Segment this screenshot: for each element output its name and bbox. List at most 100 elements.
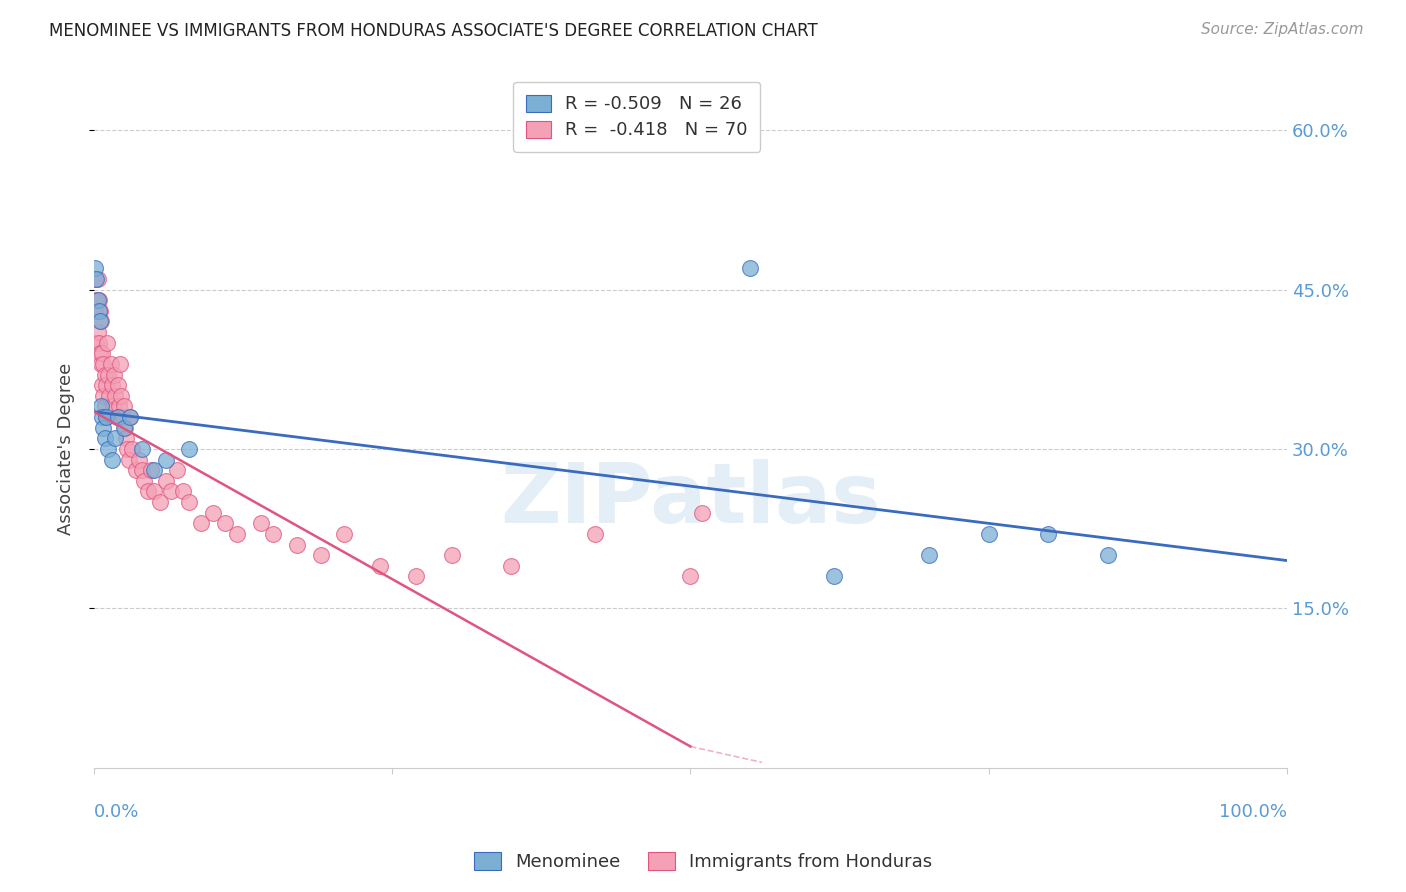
Y-axis label: Associate's Degree: Associate's Degree [58, 363, 75, 535]
Point [90, 314, 112, 328]
Point [117, 442, 139, 456]
Point [91, 346, 114, 360]
Point [90, 400, 112, 414]
Point [309, 548, 332, 562]
Point [93, 389, 115, 403]
Point [333, 527, 356, 541]
Text: 0.0%: 0.0% [94, 803, 139, 821]
Point [93, 431, 115, 445]
Point [202, 506, 225, 520]
Point [98, 389, 121, 403]
Point [179, 495, 201, 509]
Point [107, 378, 129, 392]
Point [107, 410, 129, 425]
Point [405, 569, 427, 583]
Point [90, 357, 112, 371]
Point [94, 410, 117, 425]
Point [368, 558, 391, 573]
Point [125, 463, 148, 477]
Point [100, 357, 122, 371]
Point [93, 368, 115, 382]
Point [104, 431, 127, 445]
Point [141, 463, 163, 477]
Text: Source: ZipAtlas.com: Source: ZipAtlas.com [1201, 22, 1364, 37]
Point [112, 421, 135, 435]
Point [91, 378, 114, 392]
Point [101, 400, 124, 414]
Text: 100.0%: 100.0% [1219, 803, 1286, 821]
Point [93, 357, 115, 371]
Text: MENOMINEE VS IMMIGRANTS FROM HONDURAS ASSOCIATE'S DEGREE CORRELATION CHART: MENOMINEE VS IMMIGRANTS FROM HONDURAS AS… [49, 22, 818, 40]
Point [115, 431, 138, 445]
Point [91, 410, 114, 425]
Point [679, 569, 702, 583]
Point [262, 527, 284, 541]
Point [918, 548, 941, 562]
Point [172, 484, 194, 499]
Point [86, 293, 108, 308]
Point [440, 548, 463, 562]
Point [105, 410, 128, 425]
Point [226, 527, 249, 541]
Point [89, 314, 111, 328]
Point [87, 335, 110, 350]
Point [84, 272, 107, 286]
Point [738, 261, 761, 276]
Point [118, 410, 141, 425]
Point [97, 442, 120, 456]
Point [250, 516, 273, 531]
Point [87, 293, 110, 308]
Point [86, 293, 108, 308]
Point [93, 400, 115, 414]
Point [121, 442, 143, 456]
Point [148, 495, 170, 509]
Point [86, 325, 108, 339]
Point [103, 368, 125, 382]
Point [94, 378, 117, 392]
Point [104, 389, 127, 403]
Point [97, 368, 120, 382]
Point [118, 410, 141, 425]
Point [166, 463, 188, 477]
Point [110, 389, 132, 403]
Point [112, 400, 135, 414]
Point [190, 516, 212, 531]
Point [501, 558, 523, 573]
Point [160, 484, 183, 499]
Point [179, 442, 201, 456]
Point [142, 484, 165, 499]
Point [84, 261, 107, 276]
Point [101, 452, 124, 467]
Point [93, 421, 115, 435]
Point [87, 303, 110, 318]
Point [84, 303, 107, 318]
Point [1097, 548, 1119, 562]
Point [86, 272, 108, 286]
Point [101, 378, 124, 392]
Point [108, 357, 131, 371]
Text: ZIPatlas: ZIPatlas [501, 459, 882, 541]
Point [155, 452, 177, 467]
Point [142, 463, 165, 477]
Point [131, 442, 153, 456]
Point [128, 452, 150, 467]
Point [94, 410, 117, 425]
Point [89, 346, 111, 360]
Point [89, 303, 111, 318]
Legend: R = -0.509   N = 26, R =  -0.418   N = 70: R = -0.509 N = 26, R = -0.418 N = 70 [513, 82, 761, 152]
Point [285, 538, 308, 552]
Point [114, 421, 136, 435]
Legend: Menominee, Immigrants from Honduras: Menominee, Immigrants from Honduras [467, 846, 939, 879]
Point [977, 527, 1000, 541]
Point [131, 463, 153, 477]
Point [136, 484, 159, 499]
Point [692, 506, 714, 520]
Point [108, 400, 131, 414]
Point [214, 516, 236, 531]
Point [132, 474, 155, 488]
Point [1038, 527, 1060, 541]
Point [86, 272, 108, 286]
Point [96, 335, 118, 350]
Point [86, 335, 108, 350]
Point [111, 410, 134, 425]
